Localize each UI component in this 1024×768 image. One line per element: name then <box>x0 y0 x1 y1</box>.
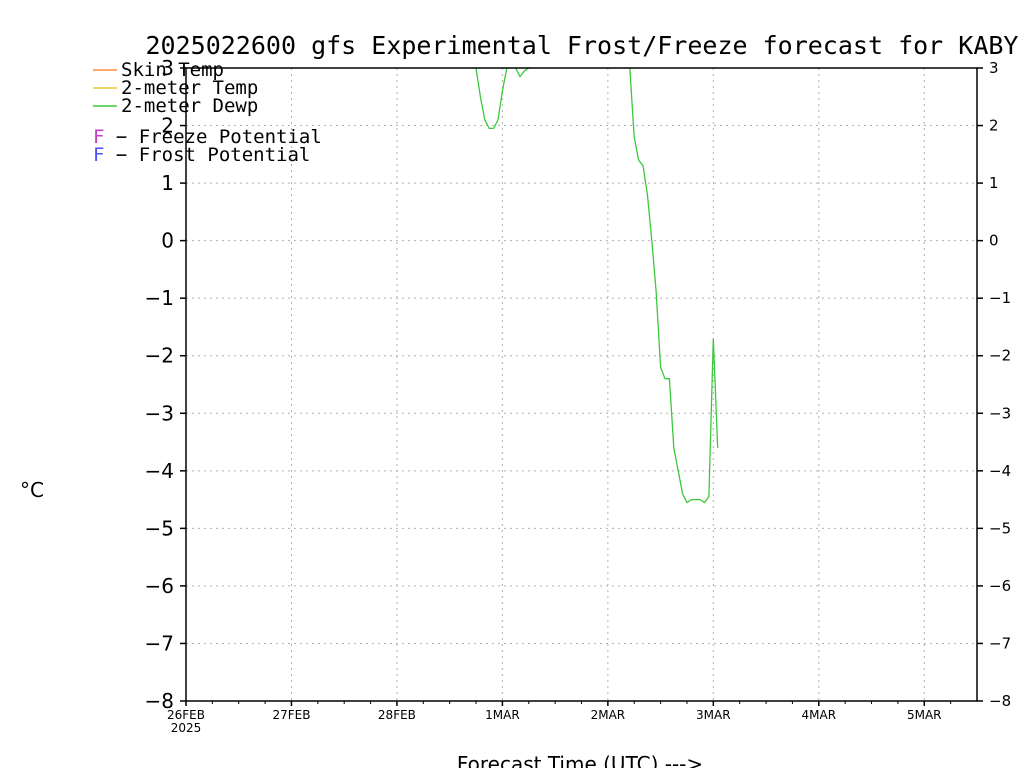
y-tick-label: −8 <box>145 689 174 713</box>
y-tick-label-right: −4 <box>989 462 1011 480</box>
legend-entry: Skin Temp <box>121 59 224 81</box>
y-tick-label-right: 2 <box>989 117 999 135</box>
y-tick-label-right: −1 <box>989 289 1011 307</box>
y-tick-label-right: −5 <box>989 519 1011 537</box>
legend-potential-symbol: F <box>93 144 104 166</box>
x-tick-label: 28FEB <box>378 708 416 722</box>
x-tick-label: 2MAR <box>591 708 626 722</box>
y-tick-label-right: 0 <box>989 232 999 250</box>
x-tick-label: 4MAR <box>802 708 837 722</box>
legend-entry: 2-meter Temp <box>121 77 258 99</box>
y-tick-label: 3 <box>161 56 174 80</box>
y-tick-label: −1 <box>145 286 174 310</box>
y-tick-label-right: −7 <box>989 634 1011 652</box>
legend-potential-label: − Freeze Potential <box>104 126 321 148</box>
x-tick-year: 2025 <box>171 721 202 735</box>
legend-potential-label: − Frost Potential <box>104 144 310 166</box>
y-tick-label: −3 <box>145 401 174 425</box>
y-tick-label: −7 <box>145 631 174 655</box>
legend-potential-symbol: F <box>93 126 104 148</box>
legend-potential: F − Frost Potential <box>93 144 310 166</box>
y-tick-label-right: −2 <box>989 347 1011 365</box>
y-axis-label: °C <box>20 478 44 502</box>
series-layer <box>475 68 719 504</box>
series-line-2-meter-dewp <box>475 68 508 130</box>
legend-potential: F − Freeze Potential <box>93 126 322 148</box>
y-tick-label-right: 1 <box>989 174 999 192</box>
x-tick-label: 1MAR <box>485 708 520 722</box>
x-tick-label: 27FEB <box>272 708 310 722</box>
y-tick-label-right: 3 <box>989 59 999 77</box>
y-tick-label-right: −6 <box>989 577 1011 595</box>
y-tick-label: −2 <box>145 344 174 368</box>
legend-entry: 2-meter Dewp <box>121 95 258 117</box>
series-line-2-meter-dewp <box>629 68 719 504</box>
chart-title: 2025022600 gfs Experimental Frost/Freeze… <box>146 31 1019 60</box>
y-tick-label-right: −8 <box>989 692 1011 710</box>
y-tick-label: 1 <box>161 171 174 195</box>
y-tick-label-right: −3 <box>989 404 1011 422</box>
series-line-2-meter-dewp <box>515 68 530 78</box>
y-ticks-left: 3 2 1 0 −1 −2 −3 −4 −5 −6 −7 −8 <box>145 56 186 713</box>
y-tick-label: −5 <box>145 516 174 540</box>
x-tick-label: 5MAR <box>907 708 942 722</box>
y-tick-label: −4 <box>145 459 174 483</box>
x-tick-label: 26FEB <box>167 708 205 722</box>
y-tick-label: 2 <box>161 114 174 138</box>
x-tick-label: 3MAR <box>696 708 731 722</box>
y-tick-label: −6 <box>145 574 174 598</box>
x-axis-label: Forecast Time (UTC) ---> <box>457 752 703 768</box>
y-ticks-right: 3 2 1 0 −1 −2 −3 −4 −5 −6 −7 −8 <box>977 59 1011 710</box>
y-tick-label: 0 <box>161 229 174 253</box>
